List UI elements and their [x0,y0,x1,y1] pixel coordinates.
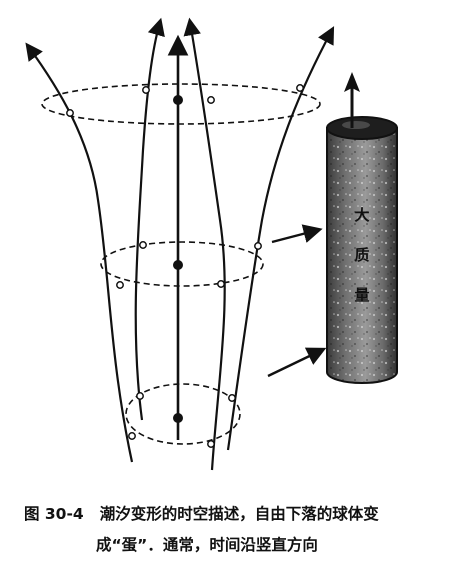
massive-body-cylinder: 大 质 量 [326,72,398,384]
ring-intersection-points [66,84,304,448]
center-point-top [173,95,183,105]
mass-label-char-3: 量 [354,286,369,304]
mass-label-char-2: 质 [354,246,369,264]
center-point-bottom [173,413,183,423]
worldline-points [173,95,183,423]
caption-line-1: 图 30-4 潮汐变形的时空描述，自由下落的球体变 [24,502,379,524]
dashed-ring-middle [100,241,264,287]
figure-number: 图 30-4 [24,505,84,523]
worldline-inner-left [134,17,165,421]
figure-caption: 图 30-4 潮汐变形的时空描述，自由下落的球体变 成“蛋”．通常，时间沿竖直方向 [0,490,467,565]
dashed-ring-top [41,83,321,125]
worldline-inner-right [183,17,226,471]
tidal-arrows [267,224,327,378]
tidal-deformation-figure: 大 质 量 [25,17,398,471]
tidal-arrow-upper [271,224,323,244]
tidal-arrow-lower [267,347,327,378]
mass-label-char-1: 大 [354,206,369,224]
dashed-ring-bottom [125,383,241,445]
center-point-middle [173,260,183,270]
caption-line-2: 成“蛋”．通常，时间沿竖直方向 [96,536,318,554]
caption-text-1: 潮汐变形的时空描述，自由下落的球体变 [99,505,379,523]
worldline-far-left [25,42,134,463]
